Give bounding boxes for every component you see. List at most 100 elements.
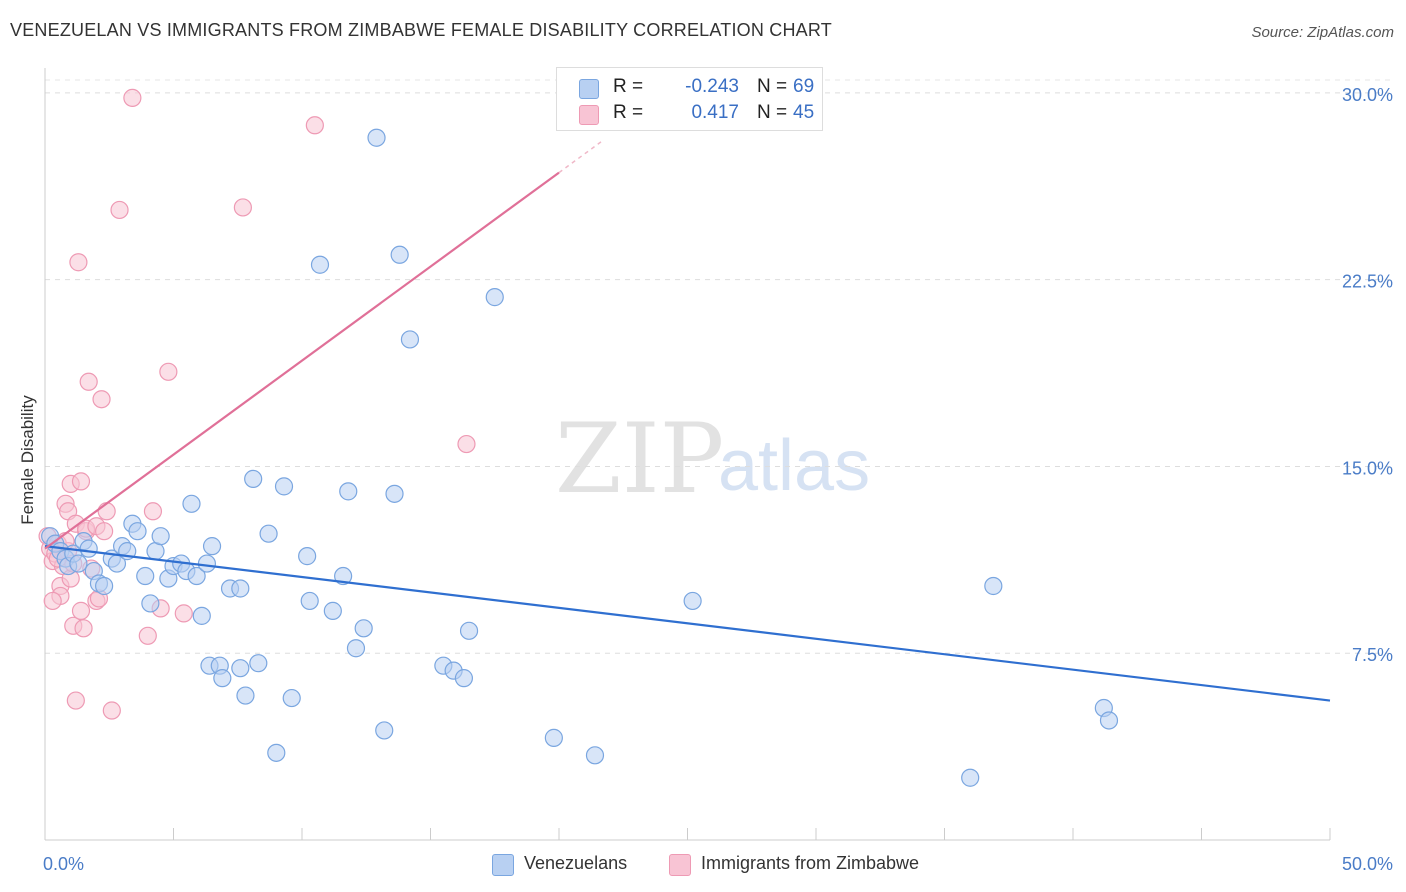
zimbabwe-point — [457, 434, 476, 454]
y-tick-label: 15.0% — [1342, 458, 1393, 478]
n-value: 45 — [793, 102, 815, 123]
venezuelans-point — [231, 579, 250, 598]
venezuelans-point — [213, 669, 232, 688]
watermark: ZIP atlas — [555, 403, 870, 515]
x-tick-label: 0.0% — [43, 854, 84, 874]
venezuelans-point — [187, 566, 206, 586]
venezuelans-point — [202, 537, 222, 556]
venezuelans-point — [95, 576, 114, 596]
venezuelans-point — [244, 469, 263, 489]
zimbabwe-point — [95, 522, 114, 541]
zimbabwe-point — [71, 601, 91, 620]
venezuelans-point — [334, 566, 353, 586]
venezuelans-point — [141, 594, 160, 613]
zimbabwe-point — [123, 88, 142, 107]
chart-title: VENEZUELAN VS IMMIGRANTS FROM ZIMBABWE F… — [10, 20, 832, 40]
legend-label: Venezuelans — [524, 853, 628, 873]
trend-lines — [44, 140, 1331, 702]
legend: Venezuelans Immigrants from Zimbabwe — [0, 852, 1406, 876]
venezuelans-swatch — [579, 79, 599, 99]
venezuelans-point — [1099, 711, 1119, 730]
y-tick-label: 7.5% — [1352, 645, 1393, 665]
venezuelans-point — [182, 494, 201, 513]
x-tick-labels: 0.0% 50.0% — [43, 854, 1393, 874]
y-tick-label: 30.0% — [1342, 85, 1393, 105]
r-value: -0.243 — [685, 76, 739, 97]
zimbabwe-point — [159, 362, 178, 381]
zimbabwe-trend-line — [44, 171, 560, 550]
venezuelans-point — [282, 688, 301, 708]
venezuelans-point — [79, 539, 98, 558]
venezuelans-point — [197, 554, 217, 573]
watermark-zip: ZIP — [555, 403, 724, 515]
watermark-atlas: atlas — [718, 426, 870, 506]
zimbabwe-point — [79, 372, 98, 391]
venezuelans-point — [236, 686, 255, 705]
zimbabwe-trend-extension — [558, 140, 604, 174]
source-label: Source: ZipAtlas.com — [1251, 24, 1394, 41]
data-points — [38, 88, 1119, 787]
venezuelans-point — [231, 659, 250, 678]
venezuelans-point — [249, 654, 268, 673]
n-label: N = — [757, 102, 788, 123]
venezuelans-point — [585, 746, 605, 765]
zimbabwe-point — [43, 591, 62, 611]
venezuelans-point — [400, 330, 420, 349]
venezuelans-point — [459, 621, 479, 640]
y-tick-label: 22.5% — [1342, 272, 1393, 292]
venezuelans-point — [274, 477, 294, 496]
r-label: R = — [613, 76, 644, 97]
zimbabwe-point — [305, 116, 324, 135]
zimbabwe-swatch — [579, 105, 599, 125]
venezuelans-point — [367, 128, 386, 147]
y-axis-label: Female Disability — [18, 395, 37, 525]
venezuelans-point — [544, 728, 563, 747]
venezuelans-point — [267, 743, 286, 762]
x-tick-label: 50.0% — [1342, 854, 1393, 874]
venezuelans-point — [375, 721, 394, 740]
r-value: 0.417 — [691, 102, 739, 123]
venezuelans-point — [151, 527, 170, 546]
venezuelans-point — [128, 522, 147, 541]
venezuelans-point — [339, 482, 358, 501]
venezuelans-point — [390, 245, 409, 264]
r-label: R = — [613, 102, 644, 123]
venezuelans-point — [984, 576, 1003, 596]
venezuelans-point — [683, 591, 702, 611]
y-tick-labels: 7.5% 15.0% 22.5% 30.0% — [1342, 85, 1393, 665]
venezuelans-point — [961, 768, 980, 787]
zimbabwe-point — [110, 200, 129, 220]
venezuelans-point — [354, 619, 373, 638]
venezuelans-point — [136, 566, 155, 586]
correlation-stats-box: R = -0.243 N = 69 R = 0.417 N = 45 — [556, 67, 823, 131]
venezuelans-point — [485, 288, 504, 307]
zimbabwe-point — [138, 626, 157, 645]
venezuelans-point — [298, 547, 317, 566]
gridlines — [45, 79, 1392, 654]
legend-swatch-zimbabwe — [669, 854, 691, 876]
zimbabwe-point — [102, 701, 121, 720]
venezuelans-point — [192, 606, 211, 625]
venezuelans-point — [346, 639, 366, 658]
zimbabwe-point — [233, 198, 252, 217]
zimbabwe-point — [74, 619, 93, 638]
venezuelans-trend-line — [44, 545, 1331, 702]
venezuelans-point — [454, 669, 474, 688]
venezuelans-point — [259, 524, 278, 543]
zimbabwe-point — [71, 472, 91, 491]
venezuelans-point — [300, 591, 319, 611]
venezuelans-point — [69, 554, 88, 573]
legend-label: Immigrants from Zimbabwe — [701, 853, 920, 873]
axes — [44, 68, 1331, 841]
zimbabwe-point — [69, 253, 88, 272]
venezuelans-point — [385, 484, 404, 503]
venezuelans-point — [310, 255, 330, 274]
venezuelans-point — [323, 601, 342, 620]
n-value: 69 — [793, 76, 815, 97]
zimbabwe-point — [143, 502, 163, 521]
zimbabwe-point — [97, 502, 116, 521]
zimbabwe-point — [92, 390, 111, 409]
n-label: N = — [757, 76, 788, 97]
zimbabwe-point — [174, 604, 193, 623]
